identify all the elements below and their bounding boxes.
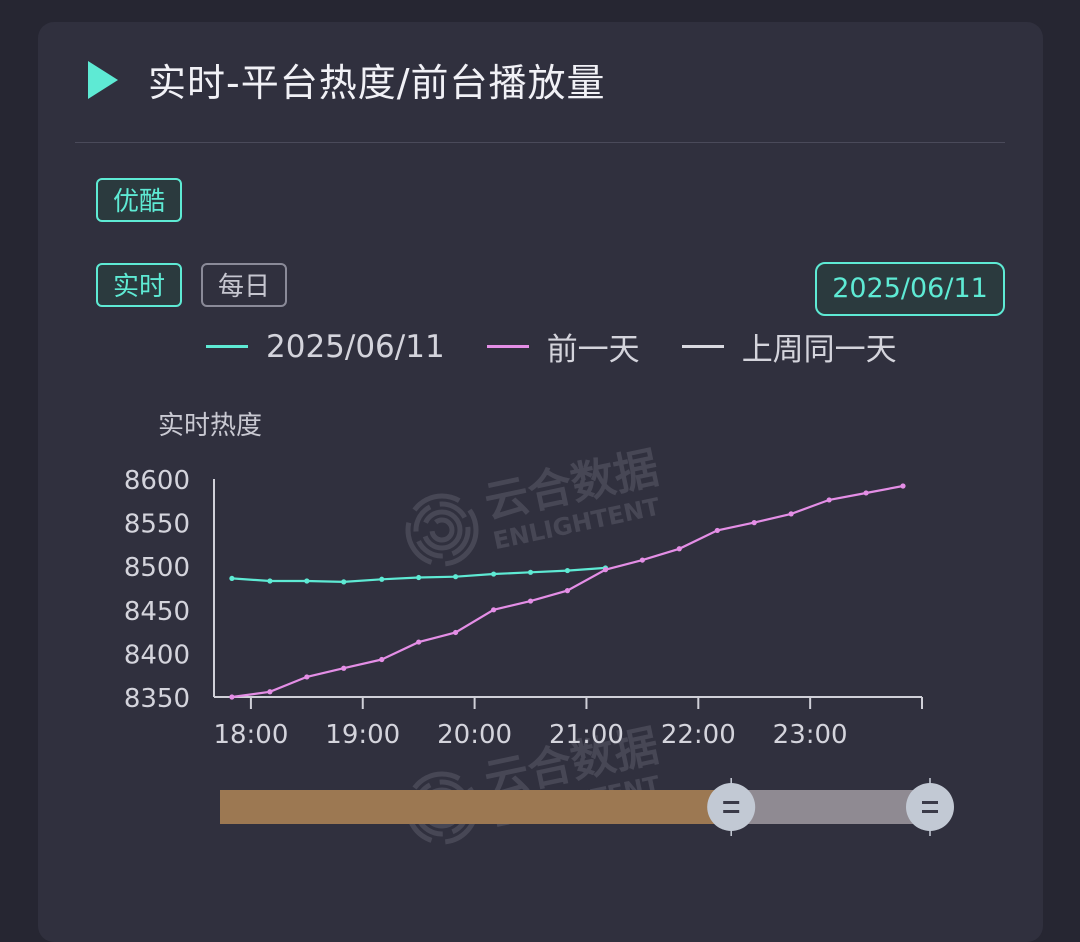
- series-point-1: [826, 497, 832, 503]
- series-point-1: [714, 527, 720, 534]
- legend-item-today[interactable]: 2025/06/11: [206, 329, 445, 365]
- series-point-0: [304, 578, 310, 584]
- legend-label-today: 2025/06/11: [266, 328, 445, 365]
- x-tick-label: 19:00: [325, 720, 400, 750]
- series-point-0: [491, 571, 497, 577]
- series-point-1: [341, 665, 347, 671]
- series-point-1: [788, 511, 794, 517]
- legend-swatch-today: [206, 345, 248, 348]
- series-point-1: [491, 607, 497, 613]
- series-point-1: [863, 490, 869, 496]
- series-point-1: [267, 689, 273, 695]
- legend-item-last-week[interactable]: 上周同一天: [681, 324, 897, 369]
- series-point-0: [416, 574, 422, 581]
- tab-realtime[interactable]: 实时: [96, 263, 183, 307]
- divider: [75, 142, 1005, 143]
- tab-daily[interactable]: 每日: [201, 263, 288, 307]
- y-tick-label: 8400: [124, 640, 190, 670]
- legend-label-yesterday: 前一天: [546, 332, 640, 368]
- y-tick-label: 8450: [124, 597, 190, 627]
- series-point-0: [341, 579, 347, 585]
- series-point-0: [452, 574, 459, 580]
- series-point-1: [900, 483, 906, 489]
- tab-youku[interactable]: 优酷: [96, 178, 183, 222]
- x-tick-label: 21:00: [549, 720, 624, 750]
- series-point-0: [527, 569, 534, 575]
- x-tick-label: 22:00: [661, 720, 736, 750]
- legend-item-yesterday[interactable]: 前一天: [486, 324, 640, 369]
- y-tick-label: 8500: [124, 553, 190, 583]
- series-point-1: [452, 629, 459, 636]
- chart-legend: 2025/06/11 前一天 上周同一天: [206, 324, 939, 369]
- series-point-1: [527, 598, 534, 604]
- legend-swatch-last-week: [681, 345, 724, 348]
- x-tick-label: 20:00: [437, 720, 512, 750]
- series-point-1: [564, 588, 571, 594]
- y-axis-label: 实时热度: [158, 411, 262, 441]
- date-picker-button[interactable]: 2025/06/11: [815, 262, 1005, 316]
- legend-swatch-yesterday: [486, 345, 529, 348]
- y-tick-label: 8600: [124, 466, 190, 496]
- series-point-0: [229, 575, 235, 582]
- series-point-1: [379, 656, 385, 663]
- series-point-0: [379, 576, 385, 582]
- series-point-1: [751, 520, 757, 526]
- series-point-1: [639, 557, 645, 563]
- zoom-track-filled: [220, 790, 732, 824]
- play-icon: [88, 60, 118, 99]
- y-tick-label: 8550: [124, 510, 190, 540]
- chart-card: 实时-平台热度/前台播放量 优酷 实时 每日 2025/06/11 2025/0…: [38, 22, 1043, 942]
- series-point-1: [229, 694, 235, 700]
- legend-label-last-week: 上周同一天: [741, 332, 897, 368]
- series-point-0: [564, 567, 571, 574]
- series-point-1: [304, 674, 310, 680]
- y-tick-label: 8350: [124, 684, 190, 714]
- x-tick-label: 18:00: [213, 720, 288, 750]
- zoom-handle-end[interactable]: [906, 778, 954, 836]
- header: 实时-平台热度/前台播放量: [88, 52, 606, 107]
- series-point-1: [676, 546, 682, 552]
- series-point-1: [416, 639, 422, 645]
- series-point-1: [602, 567, 609, 573]
- x-tick-label: 23:00: [773, 720, 848, 750]
- series-point-0: [267, 578, 273, 584]
- page-title: 实时-平台热度/前台播放量: [148, 61, 606, 105]
- zoom-handle-start[interactable]: [707, 778, 756, 836]
